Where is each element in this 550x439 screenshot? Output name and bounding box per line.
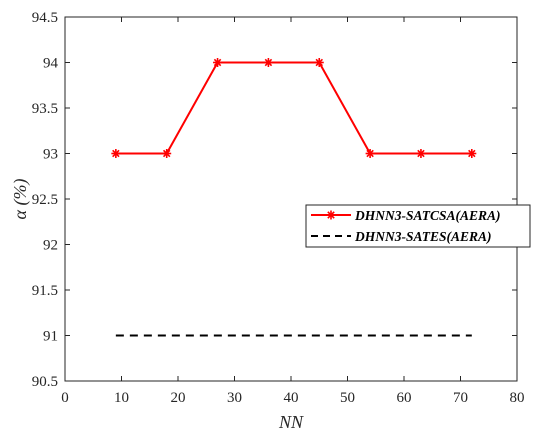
legend-label-series-2: DHNN3-SATES(AERA) [354,229,492,244]
y-tick-label: 91.5 [32,283,58,299]
y-axis: 90.5 91 91.5 92 92.5 93 93.5 94 94.5 [32,10,517,390]
y-tick-label: 94 [43,56,59,72]
x-tick-label: 40 [284,390,299,406]
x-tick-label: 50 [340,390,355,406]
data-point-series-1 [467,149,477,158]
y-tick-label: 93 [43,147,58,163]
x-tick-label: 30 [227,390,242,406]
data-point-series-1 [416,149,426,158]
y-tick-label: 92 [43,238,58,254]
data-point-series-1 [365,149,375,158]
series-layer [111,58,477,337]
data-point-series-1 [162,149,172,158]
plot-area [64,16,518,382]
legend-asterisk-marker [326,210,336,220]
data-point-series-1 [314,58,324,67]
series-line-1 [115,61,472,155]
data-point-series-1 [111,149,121,158]
x-axis: 0 10 20 30 40 50 60 70 80 [61,17,525,406]
x-tick-label: 10 [114,390,129,406]
y-tick-label: 90.5 [32,374,58,390]
data-point-series-1 [263,58,273,67]
x-tick-label: 20 [171,390,186,406]
legend-marker-series-1 [326,210,336,220]
x-axis-label: NN [278,412,304,432]
data-point-series-1 [213,58,223,67]
x-tick-label: 60 [397,390,412,406]
y-tick-label: 94.5 [32,10,58,26]
y-tick-label: 91 [43,329,58,345]
x-tick-label: 70 [453,390,468,406]
x-tick-label: 0 [61,390,69,406]
y-tick-label: 93.5 [32,101,58,117]
legend: DHNN3-SATCSA(AERA) DHNN3-SATES(AERA) [305,204,531,248]
y-axis-label: α (%) [10,179,31,220]
x-tick-label: 80 [510,390,525,406]
y-tick-label: 92.5 [32,192,58,208]
legend-label-series-1: DHNN3-SATCSA(AERA) [354,208,501,223]
legend-box [305,204,531,248]
